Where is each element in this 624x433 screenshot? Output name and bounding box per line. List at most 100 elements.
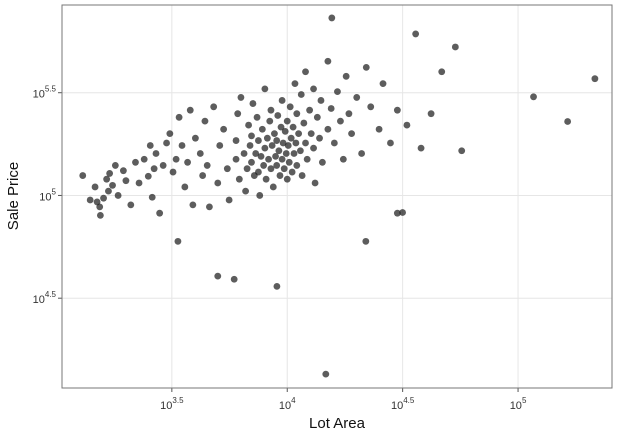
point — [265, 155, 272, 163]
point — [267, 165, 275, 173]
point — [186, 106, 194, 114]
point — [156, 209, 164, 217]
point — [249, 100, 257, 107]
point — [285, 158, 293, 166]
y-tick-label: 105.5 — [33, 85, 57, 101]
point — [103, 175, 111, 183]
point — [253, 113, 261, 121]
point — [255, 168, 262, 176]
point — [135, 179, 143, 187]
point — [127, 201, 135, 209]
point — [114, 192, 122, 199]
point — [271, 130, 278, 137]
point — [220, 125, 228, 133]
point — [307, 130, 315, 137]
point — [458, 147, 466, 155]
point — [106, 170, 114, 177]
point — [287, 134, 295, 142]
x-axis-title: Lot Area — [309, 415, 366, 432]
point — [199, 172, 207, 179]
point — [278, 97, 286, 104]
y-tick-label: 105 — [39, 188, 56, 204]
point — [358, 150, 366, 157]
point — [256, 192, 264, 199]
point — [310, 85, 317, 93]
point — [302, 68, 309, 76]
point — [292, 139, 300, 147]
point — [353, 94, 361, 101]
point — [345, 110, 353, 118]
point — [260, 162, 268, 169]
point — [169, 168, 177, 176]
point — [262, 175, 270, 183]
x-tick-label: 104.5 — [391, 396, 415, 412]
x-tick-label: 104 — [279, 396, 296, 412]
point — [295, 130, 303, 137]
point — [174, 237, 182, 245]
point — [146, 142, 154, 149]
y-tick-label: 104.5 — [33, 290, 57, 306]
point — [105, 187, 112, 195]
point — [324, 57, 332, 65]
point — [267, 106, 275, 114]
point — [210, 103, 218, 111]
point — [276, 172, 284, 179]
point — [303, 155, 311, 163]
point — [140, 155, 148, 163]
x-tick-label: 103.5 — [160, 396, 184, 412]
point — [362, 63, 370, 71]
point — [362, 237, 370, 245]
point — [132, 158, 139, 166]
point — [201, 117, 209, 125]
point — [302, 139, 309, 147]
point — [591, 75, 599, 83]
point — [318, 158, 326, 166]
point — [189, 201, 197, 209]
point — [393, 106, 401, 114]
point — [298, 172, 306, 179]
point — [339, 155, 347, 163]
labels: 103.5 104 104.5 105 104.5 105 105.5 — [33, 85, 527, 412]
point — [412, 30, 420, 38]
point — [296, 147, 304, 155]
point — [290, 150, 298, 157]
point — [274, 112, 282, 119]
point — [403, 121, 411, 129]
point — [163, 139, 170, 147]
point — [223, 165, 231, 173]
point — [427, 110, 435, 118]
point — [293, 162, 301, 169]
y-axis-title: Sale Price — [5, 162, 22, 230]
point — [330, 139, 338, 147]
point — [237, 94, 245, 101]
point — [277, 123, 285, 131]
point — [266, 117, 274, 125]
point — [79, 172, 87, 179]
point — [417, 144, 425, 152]
point — [288, 168, 296, 176]
point — [178, 142, 186, 149]
point — [324, 125, 332, 133]
point — [232, 155, 240, 163]
point — [306, 106, 314, 114]
point — [530, 93, 537, 101]
point — [230, 275, 238, 283]
point — [278, 155, 286, 163]
point — [214, 179, 222, 187]
point — [181, 183, 189, 191]
point — [284, 142, 292, 149]
point — [235, 175, 243, 183]
point — [234, 110, 242, 118]
point — [281, 127, 289, 135]
point — [96, 203, 104, 211]
point — [91, 183, 99, 191]
point — [300, 119, 308, 127]
point — [313, 113, 321, 121]
point — [399, 209, 406, 216]
point — [316, 134, 323, 142]
point — [291, 80, 299, 88]
point — [263, 134, 271, 142]
point — [175, 113, 183, 121]
point — [279, 139, 287, 147]
